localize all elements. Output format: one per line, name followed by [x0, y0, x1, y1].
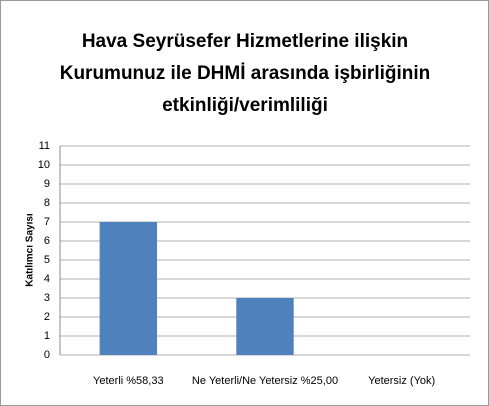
x-tick-label: Yeterli %58,33: [93, 375, 164, 387]
y-axis-label: Katılımcı Sayısı: [25, 213, 36, 287]
bar: [99, 222, 158, 355]
y-tick-label: 10: [38, 159, 50, 171]
y-tick-label: 5: [44, 254, 50, 266]
y-tick-label: 9: [44, 178, 50, 190]
x-tick-label: Yetersiz (Yok): [368, 375, 435, 387]
y-tick-label: 0: [44, 349, 50, 361]
bar: [236, 298, 294, 355]
y-tick-label: 8: [44, 197, 50, 209]
y-tick-label: 11: [39, 140, 50, 152]
y-tick-label: 3: [44, 292, 50, 304]
y-tick-label: 6: [44, 235, 50, 247]
x-tick-label: Ne Yeterli/Ne Yetersiz %25,00: [192, 375, 338, 387]
y-tick-label: 7: [44, 216, 50, 228]
y-tick-label: 2: [44, 311, 50, 323]
y-tick-label: 4: [44, 273, 50, 285]
chart-title: Hava Seyrüsefer Hizmetlerine ilişkin Kur…: [59, 31, 431, 116]
y-tick-label: 1: [44, 330, 50, 342]
